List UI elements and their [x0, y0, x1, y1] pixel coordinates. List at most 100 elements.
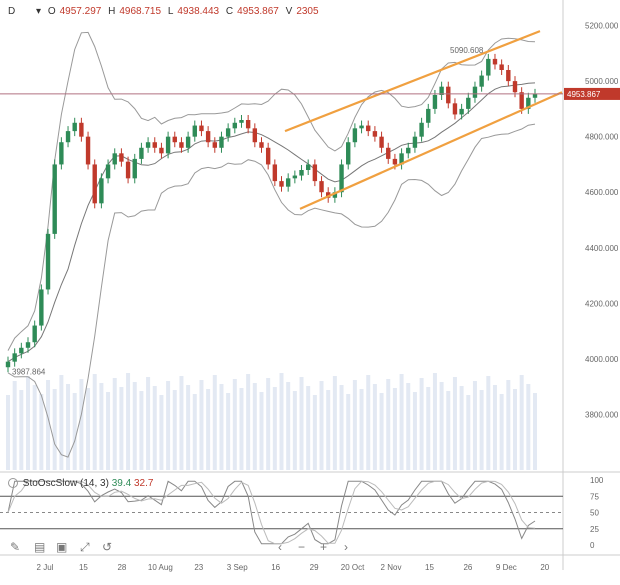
- scroll-right-icon[interactable]: ›: [344, 540, 348, 554]
- pencil-icon[interactable]: ✎: [10, 540, 21, 554]
- candle-body: [205, 131, 211, 143]
- candle-body: [486, 58, 491, 76]
- candle-body: [512, 81, 518, 93]
- volume-bar: [259, 392, 264, 470]
- candle-body: [52, 164, 57, 234]
- stoch-k-line: [7, 480, 536, 545]
- stoch-d-line: [7, 480, 536, 545]
- candle-body: [299, 170, 304, 176]
- volume-bar: [79, 379, 84, 470]
- candle-body: [132, 158, 137, 179]
- volume-bar: [239, 388, 244, 470]
- ohlc-header: D ▾ O 4957.297 H 4968.715 L 4938.443 C 4953.…: [8, 6, 323, 17]
- lower-band-line: [7, 123, 536, 458]
- volume-bar: [172, 390, 177, 470]
- volume-bar: [492, 385, 497, 470]
- open-label: O: [47, 6, 56, 17]
- candle-body: [125, 161, 131, 179]
- middle-band-line: [7, 82, 536, 363]
- volume-bar: [439, 382, 444, 470]
- candle-body: [499, 64, 504, 70]
- image-icon[interactable]: ▣: [56, 540, 68, 554]
- volume-bar: [132, 382, 137, 470]
- y-tick-label: 4200.000: [585, 299, 619, 308]
- volume-bar: [466, 395, 471, 470]
- volume-bar: [412, 392, 417, 470]
- close-value: 4953.867: [237, 6, 279, 17]
- volume-bar: [119, 387, 124, 470]
- volume-bar: [52, 389, 57, 470]
- candle-body: [452, 103, 458, 115]
- zoom-out-icon[interactable]: −: [298, 540, 306, 554]
- high-value: 4968.715: [119, 6, 162, 17]
- x-tick-label: 2 Nov: [381, 563, 402, 572]
- low-annotation: 3987.864: [12, 367, 46, 376]
- volume-bar: [139, 391, 144, 470]
- candle-body: [59, 142, 64, 165]
- oscillator-tick-label: 75: [590, 492, 599, 501]
- zoom-in-icon[interactable]: +: [320, 540, 328, 554]
- candle-body: [232, 122, 238, 129]
- volume-bar: [92, 374, 97, 470]
- indicator-dot-icon[interactable]: [8, 478, 18, 489]
- volume-value: 2305: [296, 6, 319, 17]
- oscillator-header: StoOscSlow (14, 3) 39.4 32.7: [8, 478, 153, 489]
- candle-body: [532, 93, 538, 98]
- volume-bar: [366, 375, 371, 470]
- volume-bar: [292, 391, 297, 470]
- y-tick-label: 4000.000: [585, 355, 619, 364]
- volume-bar: [66, 384, 71, 470]
- oscillator-tick-label: 0: [590, 541, 595, 550]
- high-annotation: 5090.608: [450, 46, 484, 55]
- candle-body: [399, 153, 404, 165]
- candle-body: [279, 181, 284, 187]
- volume-bar: [26, 376, 31, 470]
- volume-bar: [506, 380, 511, 470]
- dropdown-icon[interactable]: ▾: [36, 6, 42, 17]
- fullscreen-icon[interactable]: ⤢: [80, 540, 90, 554]
- candle-body: [79, 122, 84, 137]
- y-tick-label: 5200.000: [585, 22, 619, 31]
- open-value: 4957.297: [59, 6, 102, 17]
- candle-body: [412, 136, 418, 148]
- candle-body: [12, 353, 17, 362]
- volume-bar: [486, 376, 491, 470]
- candle-body: [466, 97, 471, 109]
- candle-body: [172, 136, 177, 143]
- volume-bar: [526, 384, 531, 470]
- channel-upper-line: [284, 30, 541, 133]
- volume-bar: [346, 394, 351, 470]
- candle-body: [199, 125, 204, 132]
- low-value: 4938.443: [177, 6, 220, 17]
- refresh-icon[interactable]: ↺: [102, 540, 113, 554]
- volume-bar: [32, 385, 37, 470]
- candle-body: [379, 136, 384, 148]
- calendar-icon[interactable]: ▤: [34, 540, 46, 554]
- x-tick-label: 28: [117, 563, 126, 572]
- candle-body: [406, 147, 411, 154]
- volume-bar: [246, 374, 251, 470]
- candle-body: [252, 128, 258, 143]
- candle-body: [272, 164, 278, 182]
- y-tick-label: 5000.000: [585, 77, 619, 86]
- candle-body: [526, 97, 531, 109]
- volume-bar: [86, 388, 91, 470]
- candle-body: [65, 131, 71, 143]
- candle-body: [225, 128, 231, 137]
- candle-body: [472, 86, 478, 98]
- scroll-left-icon[interactable]: ‹: [278, 540, 282, 554]
- candle-body: [32, 325, 37, 343]
- volume-bar: [166, 381, 171, 470]
- candle-body: [319, 181, 324, 193]
- volume-bar: [319, 381, 324, 470]
- volume-label: V: [285, 6, 293, 17]
- volume-bar: [479, 390, 484, 470]
- timeframe-label[interactable]: D: [8, 6, 16, 17]
- candle-body: [219, 136, 224, 148]
- candle-body: [152, 142, 157, 148]
- candle-body: [305, 164, 311, 170]
- candle-body: [212, 142, 217, 148]
- candle-body: [185, 136, 191, 148]
- x-tick-label: 16: [271, 563, 280, 572]
